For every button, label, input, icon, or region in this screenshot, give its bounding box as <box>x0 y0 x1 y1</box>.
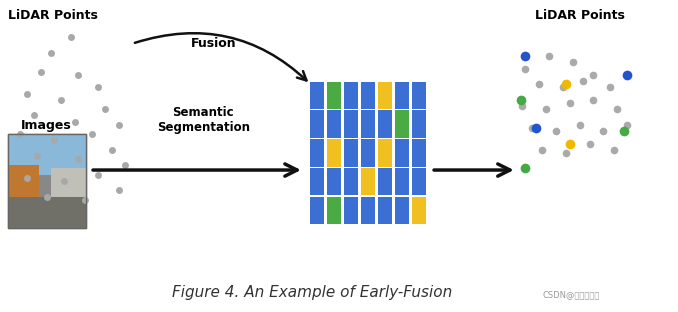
FancyBboxPatch shape <box>344 110 358 138</box>
FancyBboxPatch shape <box>8 165 39 206</box>
FancyBboxPatch shape <box>395 139 409 167</box>
FancyBboxPatch shape <box>327 82 341 109</box>
FancyBboxPatch shape <box>378 110 392 138</box>
Text: Figure 4. An Example of Early-Fusion: Figure 4. An Example of Early-Fusion <box>172 285 452 300</box>
FancyBboxPatch shape <box>361 197 375 224</box>
Text: CSDN@迷途老书虫: CSDN@迷途老书虫 <box>542 290 600 300</box>
FancyBboxPatch shape <box>310 110 324 138</box>
FancyBboxPatch shape <box>395 168 409 195</box>
FancyBboxPatch shape <box>378 168 392 195</box>
Text: Images: Images <box>21 119 71 132</box>
FancyBboxPatch shape <box>412 139 426 167</box>
FancyBboxPatch shape <box>327 139 341 167</box>
FancyBboxPatch shape <box>327 197 341 224</box>
FancyBboxPatch shape <box>344 168 358 195</box>
FancyBboxPatch shape <box>344 197 358 224</box>
FancyBboxPatch shape <box>395 110 409 138</box>
FancyBboxPatch shape <box>361 139 375 167</box>
Text: LiDAR Points: LiDAR Points <box>535 9 624 22</box>
FancyBboxPatch shape <box>310 168 324 195</box>
FancyBboxPatch shape <box>327 168 341 195</box>
FancyBboxPatch shape <box>412 168 426 195</box>
FancyBboxPatch shape <box>361 168 375 195</box>
Text: Fusion: Fusion <box>191 37 237 50</box>
FancyBboxPatch shape <box>8 197 86 228</box>
FancyBboxPatch shape <box>310 197 324 224</box>
FancyBboxPatch shape <box>8 134 86 228</box>
FancyBboxPatch shape <box>344 82 358 109</box>
FancyBboxPatch shape <box>361 110 375 138</box>
FancyBboxPatch shape <box>344 139 358 167</box>
FancyBboxPatch shape <box>378 197 392 224</box>
FancyBboxPatch shape <box>395 197 409 224</box>
FancyBboxPatch shape <box>310 82 324 109</box>
Text: LiDAR Points: LiDAR Points <box>8 9 98 22</box>
FancyBboxPatch shape <box>412 197 426 224</box>
FancyBboxPatch shape <box>310 139 324 167</box>
FancyBboxPatch shape <box>412 82 426 109</box>
FancyBboxPatch shape <box>395 82 409 109</box>
Text: Semantic
Segmentation: Semantic Segmentation <box>157 106 250 134</box>
FancyBboxPatch shape <box>412 110 426 138</box>
FancyBboxPatch shape <box>378 82 392 109</box>
FancyBboxPatch shape <box>361 82 375 109</box>
FancyBboxPatch shape <box>51 168 86 203</box>
FancyBboxPatch shape <box>327 110 341 138</box>
FancyBboxPatch shape <box>8 134 86 175</box>
FancyBboxPatch shape <box>378 139 392 167</box>
